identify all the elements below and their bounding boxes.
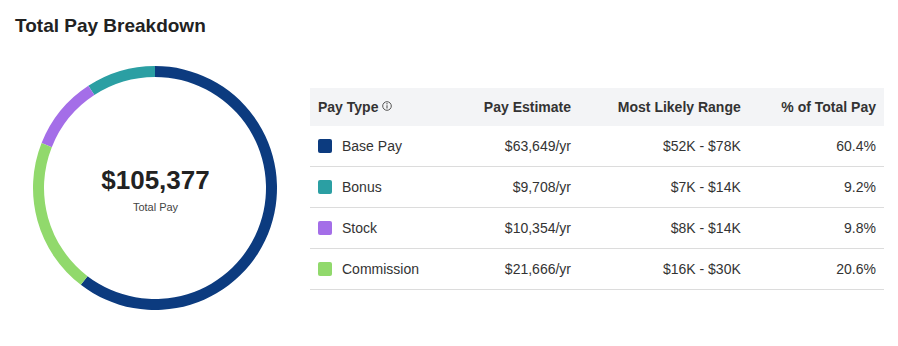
html-text:$16K - $30K: $16K - $30K bbox=[662, 261, 741, 277]
html-text:Total Pay Breakdown: Total Pay Breakdown bbox=[15, 15, 206, 36]
html-text:% of Total Pay: % of Total Pay bbox=[781, 99, 876, 115]
html-text:Pay Type: Pay Type bbox=[318, 99, 379, 115]
html-text:9.8%: 9.8% bbox=[844, 220, 876, 236]
html-text:Most Likely Range: Most Likely Range bbox=[617, 99, 741, 115]
html-text:$63,649/yr: $63,649/yr bbox=[504, 138, 571, 154]
html-text:20.6%: 20.6% bbox=[836, 261, 876, 277]
html-text:Stock: Stock bbox=[342, 220, 377, 236]
html-text:9.2%: 9.2% bbox=[844, 179, 876, 195]
html-text:Commission: Commission bbox=[342, 261, 419, 277]
html-text:Bonus: Bonus bbox=[342, 179, 382, 195]
html-text:Base Pay: Base Pay bbox=[342, 138, 402, 154]
html-text:$8K - $14K: $8K - $14K bbox=[670, 220, 741, 236]
svg-text:Total Pay: Total Pay bbox=[133, 201, 179, 213]
html-text:Pay Estimate: Pay Estimate bbox=[483, 99, 571, 115]
html-text:$10,354/yr: $10,354/yr bbox=[504, 220, 571, 236]
html-text:60.4%: 60.4% bbox=[836, 138, 876, 154]
html-text:$21,666/yr: $21,666/yr bbox=[504, 261, 571, 277]
html-text:$9,708/yr: $9,708/yr bbox=[512, 179, 571, 195]
html-text:$7K - $14K: $7K - $14K bbox=[670, 179, 741, 195]
html-text:$52K - $78K: $52K - $78K bbox=[662, 138, 741, 154]
svg-text:$105,377: $105,377 bbox=[101, 165, 209, 195]
